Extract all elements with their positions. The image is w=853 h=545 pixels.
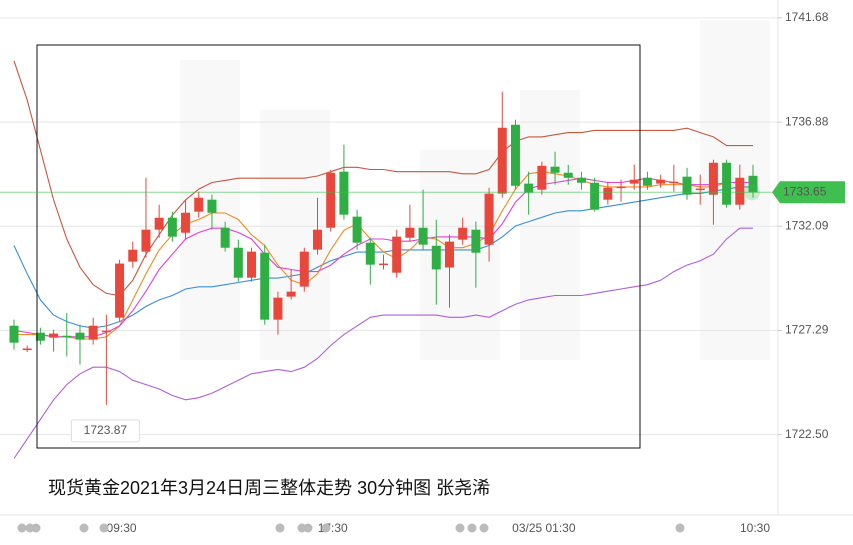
candle-body	[537, 165, 547, 190]
candle-body	[75, 332, 85, 340]
candle-body	[458, 227, 468, 240]
timeline-dot	[79, 523, 89, 533]
candle-body	[471, 229, 481, 253]
candle-body	[273, 297, 283, 320]
low-tag-label: 1723.87	[84, 423, 128, 437]
candle-body	[181, 212, 191, 233]
x-tick-label: 09:30	[107, 521, 137, 535]
candle-body	[563, 172, 573, 178]
candle-body	[35, 332, 45, 341]
candle-body	[88, 325, 98, 340]
candle-body	[669, 181, 679, 184]
price-glow	[744, 184, 760, 201]
candle-body	[233, 247, 243, 278]
candle-body	[550, 166, 560, 173]
timeline-dot	[17, 523, 27, 533]
y-tick-label: 1736.88	[785, 114, 829, 128]
low-tag	[70, 419, 140, 443]
candle-body	[22, 348, 32, 351]
timeline-dot	[31, 523, 41, 533]
x-tick-label: 10:30	[740, 521, 770, 535]
candle-body	[497, 127, 507, 194]
candle-body	[431, 245, 441, 270]
candle-body	[128, 249, 138, 262]
indicator-line	[13, 227, 753, 459]
candle-body	[115, 263, 125, 318]
candle-body	[695, 188, 705, 191]
candle-body	[154, 217, 164, 230]
candle-body	[9, 325, 19, 343]
chart-title: 现货黄金2021年3月24日周三整体走势 30分钟图 张尧浠	[48, 478, 490, 498]
timeline-dot	[455, 523, 465, 533]
watermark-building	[520, 90, 580, 360]
candle-body	[405, 227, 415, 238]
candle-body	[379, 263, 388, 266]
candle-body	[656, 179, 666, 184]
candle-body	[141, 229, 151, 252]
candle-body	[484, 193, 494, 245]
candle-body	[352, 216, 362, 243]
candle-body	[418, 227, 428, 245]
candle-body	[510, 124, 520, 186]
candle-body	[722, 162, 732, 205]
candle-body	[49, 333, 59, 338]
candle-body	[748, 175, 758, 193]
candle-body	[603, 187, 613, 200]
candle-body	[735, 177, 745, 205]
timeline-dot	[321, 523, 331, 533]
timeline-dot	[303, 523, 313, 533]
timeline-dot	[479, 523, 489, 533]
candle-body	[247, 251, 257, 278]
candle-body	[326, 172, 336, 228]
candle-body	[444, 241, 454, 268]
price-tag	[772, 181, 845, 204]
candle-body	[62, 335, 72, 338]
timeline-dot	[467, 523, 477, 533]
candle-body	[590, 182, 600, 210]
y-tick-label: 1732.09	[785, 218, 829, 232]
candle-body	[260, 252, 270, 320]
timeline-dot	[99, 523, 109, 533]
y-tick-label: 1741.68	[785, 10, 829, 24]
timeline-dot	[275, 523, 285, 533]
timeline-dot	[675, 523, 685, 533]
candles	[9, 91, 758, 405]
candle-body	[576, 177, 586, 183]
highlight-box	[36, 44, 641, 449]
candle-body	[286, 291, 296, 297]
candle-body	[524, 183, 534, 193]
y-tick-label: 1727.29	[785, 323, 829, 337]
candle-body	[207, 199, 217, 213]
indicator-lines	[13, 60, 753, 459]
indicator-line	[13, 60, 753, 297]
indicator-line	[14, 171, 753, 340]
candle-body	[101, 330, 111, 333]
candle-body	[629, 179, 639, 184]
candle-body	[339, 171, 349, 215]
candle-body	[313, 229, 323, 250]
y-tick-label: 1722.50	[785, 427, 829, 441]
candle-body	[642, 177, 652, 186]
watermark	[180, 20, 770, 360]
candle-body	[616, 186, 626, 189]
price-tag-label: 1733.65	[783, 184, 827, 198]
candle-body	[392, 236, 402, 273]
x-tick-label: 03/25 01:30	[512, 521, 576, 535]
candle-body	[194, 197, 204, 212]
candle-body	[708, 162, 718, 195]
candle-body	[682, 176, 692, 195]
candle-body	[299, 251, 309, 287]
candle-body	[167, 217, 177, 237]
candle-body	[365, 242, 375, 265]
axes: 1741.68 1736.88 1732.09 1727.29 1722.50 1733.…	[0, 10, 845, 535]
candle-body	[220, 227, 230, 248]
